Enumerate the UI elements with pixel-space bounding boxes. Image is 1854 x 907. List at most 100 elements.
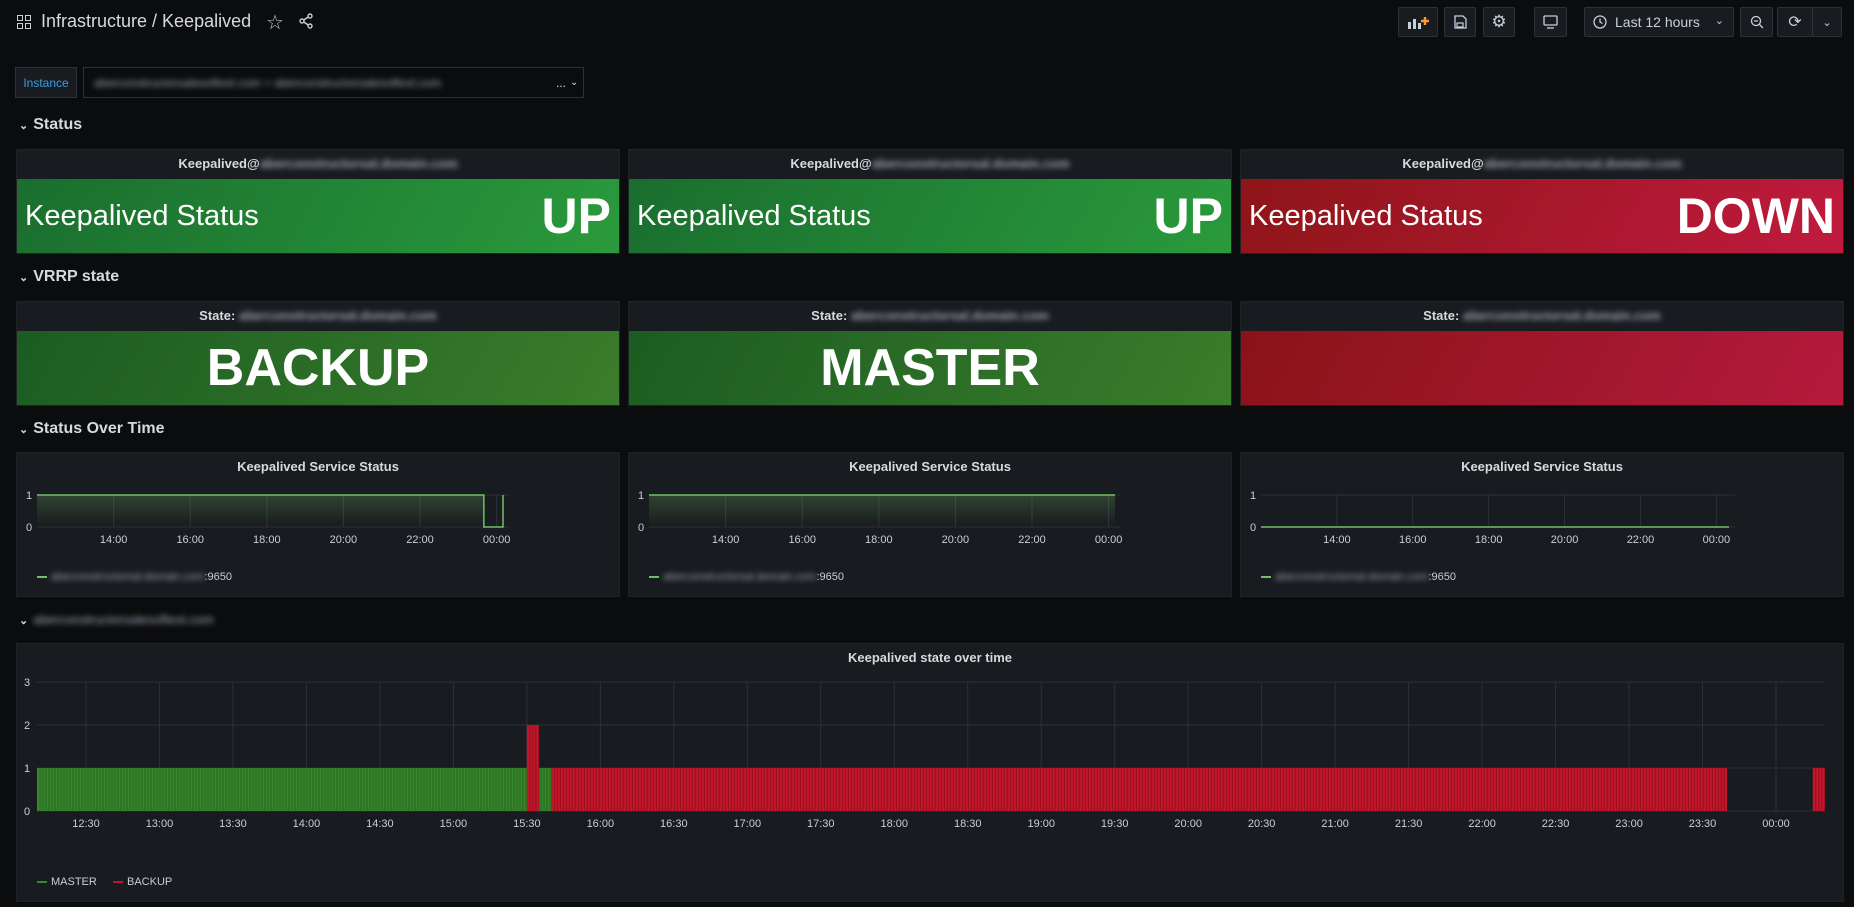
service-status-panel-3[interactable]: Keepalived Service Status 0 1 14:00 16:00 18… bbox=[1240, 452, 1844, 597]
x-tick-label: 22:30 bbox=[1542, 818, 1570, 830]
chevron-down-icon: ⌄ bbox=[1714, 15, 1724, 27]
panel-title-prefix: Keepalived@ bbox=[790, 156, 872, 171]
service-status-chart: 0 1 14:00 16:00 18:00 20:00 22:00 00:00 bbox=[1250, 490, 1735, 546]
save-dashboard-button[interactable] bbox=[1444, 7, 1476, 37]
legend-port: :9650 bbox=[816, 571, 844, 583]
x-tick-label: 18:00 bbox=[253, 534, 281, 546]
state-over-time-panel[interactable]: Keepalived state over time 0 1 2 3 12:30 13:0… bbox=[16, 643, 1844, 902]
panel-title-prefix: State: bbox=[199, 308, 239, 323]
legend-port: :9650 bbox=[204, 571, 232, 583]
x-tick-label: 22:00 bbox=[1468, 818, 1496, 830]
stat-body: Keepalived Status UP bbox=[17, 179, 619, 253]
refresh-button[interactable]: ⟳ bbox=[1777, 7, 1813, 37]
time-picker-button[interactable]: Last 12 hours ⌄ bbox=[1584, 7, 1734, 37]
panel-title-host: aberconstructorsal.domain.com bbox=[1462, 308, 1661, 323]
stat-label: Keepalived Status bbox=[637, 199, 871, 232]
dashboards-icon[interactable] bbox=[17, 15, 31, 29]
x-tick-label: 18:00 bbox=[1475, 534, 1503, 546]
legend-swatch bbox=[649, 576, 659, 579]
legend-host: aberconstructorsal.domain.com bbox=[51, 571, 205, 583]
add-panel-button[interactable] bbox=[1398, 7, 1438, 37]
panel-title-prefix: State: bbox=[1423, 308, 1463, 323]
instance-variable-label: Instance bbox=[15, 67, 77, 98]
stat-value: UP bbox=[1153, 188, 1223, 244]
vrrp-panel-3[interactable]: State: aberconstructorsal.domain.com bbox=[1240, 301, 1844, 406]
y-tick-label: 2 bbox=[24, 720, 30, 732]
refresh-interval-dropdown[interactable]: ⌄ bbox=[1812, 7, 1842, 37]
x-tick-label: 18:00 bbox=[865, 534, 893, 546]
panel-title: Keepalived@aberconstructorsal.domain.com bbox=[629, 156, 1231, 171]
x-tick-label: 18:00 bbox=[880, 818, 908, 830]
panel-title-host: aberconstructorsal.domain.com bbox=[1483, 156, 1682, 171]
legend-label: MASTER bbox=[51, 876, 97, 888]
x-tick-label: 14:00 bbox=[100, 534, 128, 546]
chevron-down-icon: ⌄ bbox=[19, 424, 29, 436]
vrrp-panel-2[interactable]: State: aberconstructorsal.domain.com MAS… bbox=[628, 301, 1232, 406]
x-tick-label: 14:30 bbox=[366, 818, 394, 830]
panel-title: State: aberconstructorsal.domain.com bbox=[17, 308, 619, 323]
service-status-panel-1[interactable]: Keepalived Service Status 0 1 14:00 16:00 18… bbox=[16, 452, 620, 597]
instance-variable-select[interactable]: aberconstructorsalesoftext.com + abercon… bbox=[83, 67, 584, 98]
service-status-panel-2[interactable]: Keepalived Service Status 0 1 14:00 16:00 18… bbox=[628, 452, 1232, 597]
star-icon[interactable]: ☆ bbox=[266, 12, 284, 34]
chevron-down-icon: ⌄ bbox=[19, 615, 29, 627]
status-panel-2[interactable]: Keepalived@aberconstructorsal.domain.com… bbox=[628, 149, 1232, 254]
x-tick-label: 19:00 bbox=[1027, 818, 1055, 830]
x-tick-label: 16:30 bbox=[660, 818, 688, 830]
legend-swatch bbox=[1261, 576, 1271, 579]
x-tick-label: 18:30 bbox=[954, 818, 982, 830]
row-status[interactable]: ⌄ Status bbox=[19, 116, 82, 134]
save-icon bbox=[1454, 15, 1467, 29]
legend-item[interactable]: aberconstructorsal.domain.com:9650 bbox=[649, 571, 844, 583]
legend-item-backup[interactable]: BACKUP bbox=[113, 876, 172, 888]
y-tick-label: 0 bbox=[1250, 522, 1256, 534]
x-tick-label: 23:30 bbox=[1689, 818, 1717, 830]
row-vrrp-state[interactable]: ⌄ VRRP state bbox=[19, 268, 119, 286]
x-tick-label: 20:00 bbox=[942, 534, 970, 546]
x-tick-label: 15:00 bbox=[440, 818, 468, 830]
row-status-over-time[interactable]: ⌄ Status Over Time bbox=[19, 420, 165, 438]
y-tick-label: 3 bbox=[24, 677, 30, 689]
vrrp-panel-1[interactable]: State: aberconstructorsal.domain.com BAC… bbox=[16, 301, 620, 406]
dashboard-title[interactable]: Infrastructure / Keepalived bbox=[41, 11, 252, 31]
row-over-time-title: Status Over Time bbox=[33, 420, 165, 437]
settings-button[interactable]: ⚙ bbox=[1483, 7, 1515, 37]
x-tick-label: 14:00 bbox=[1323, 534, 1351, 546]
panel-title: Keepalived@aberconstructorsal.domain.com bbox=[17, 156, 619, 171]
status-panel-3[interactable]: Keepalived@aberconstructorsal.domain.com… bbox=[1240, 149, 1844, 254]
x-tick-label: 15:30 bbox=[513, 818, 541, 830]
legend-item-master[interactable]: MASTER bbox=[37, 876, 97, 888]
x-tick-label: 20:00 bbox=[1174, 818, 1202, 830]
stat-body bbox=[1241, 331, 1843, 405]
x-tick-label: 00:00 bbox=[1762, 818, 1790, 830]
stat-value: DOWN bbox=[1676, 188, 1835, 244]
instance-variable-value: aberconstructorsalesoftext.com + abercon… bbox=[94, 75, 442, 90]
x-tick-label: 00:00 bbox=[1095, 534, 1123, 546]
zoom-out-icon bbox=[1750, 15, 1763, 29]
stat-body: Keepalived Status DOWN bbox=[1241, 179, 1843, 253]
stat-label: Keepalived Status bbox=[1249, 199, 1483, 232]
refresh-icon: ⟳ bbox=[1788, 14, 1802, 31]
legend-swatch bbox=[113, 881, 123, 884]
zoom-out-button[interactable] bbox=[1740, 7, 1773, 37]
x-tick-label: 22:00 bbox=[406, 534, 434, 546]
tv-mode-button[interactable] bbox=[1534, 7, 1567, 37]
stat-value: UP bbox=[541, 188, 611, 244]
panel-title-prefix: Keepalived@ bbox=[178, 156, 260, 171]
legend-item[interactable]: aberconstructorsal.domain.com:9650 bbox=[1261, 571, 1456, 583]
panel-title-prefix: State: bbox=[811, 308, 851, 323]
clock-icon bbox=[1593, 15, 1607, 29]
x-tick-label: 14:00 bbox=[293, 818, 321, 830]
service-status-chart: 0 1 14:00 16:00 18:00 20:00 22:00 00:00 bbox=[26, 490, 510, 546]
y-tick-label: 0 bbox=[638, 522, 644, 534]
chevron-down-icon: ⌄ bbox=[1822, 16, 1832, 29]
x-tick-label: 22:00 bbox=[1627, 534, 1655, 546]
share-icon[interactable] bbox=[298, 13, 314, 29]
x-tick-label: 13:00 bbox=[146, 818, 174, 830]
x-tick-label: 13:30 bbox=[219, 818, 247, 830]
row-host[interactable]: ⌄ aberconstructorsalesoftext.com bbox=[19, 611, 214, 629]
y-tick-label: 0 bbox=[24, 806, 30, 818]
status-panel-1[interactable]: Keepalived@aberconstructorsal.domain.com… bbox=[16, 149, 620, 254]
panel-title-host: aberconstructorsal.domain.com bbox=[259, 156, 458, 171]
legend-item[interactable]: aberconstructorsal.domain.com:9650 bbox=[37, 571, 232, 583]
